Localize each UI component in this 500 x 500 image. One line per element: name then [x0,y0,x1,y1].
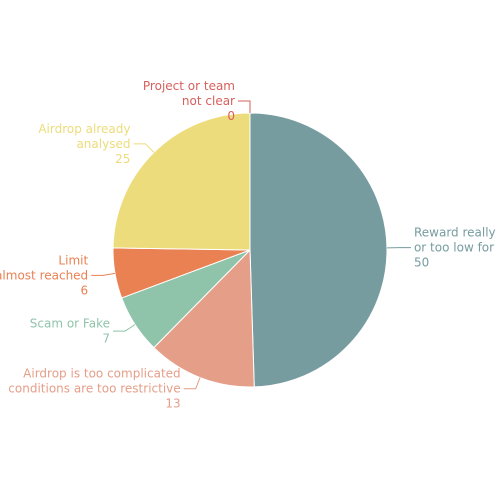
slice-label: Reward really or too low for [414,226,496,255]
value-label: 7 [102,332,110,346]
value-label: 6 [81,283,89,297]
value-label: 0 [227,109,235,123]
pie-slice [153,248,255,388]
value-label: 25 [115,152,130,166]
label-line: or too low for [414,241,494,255]
slice-label: Airdrop already analysed [38,122,130,151]
leader-line [112,324,136,332]
leader-line [133,143,155,153]
label-line: Project or team [143,79,235,93]
label-line: conditions are too restrictive [8,382,180,396]
label-line: Reward really [414,226,496,240]
value-label: 50 [414,256,429,270]
label-line: Airdrop already [38,122,130,136]
label-line: Airdrop is too complicated [23,367,181,381]
leader-line [91,272,116,276]
leader-line [183,377,201,390]
slice-label: Scam or Fake [30,317,110,331]
slice-label: Airdrop is too complicated conditions are… [8,367,180,396]
value-label: 13 [165,397,180,411]
label-line: Limit [58,253,88,267]
label-line: analysed [76,137,130,151]
label-line: not clear [182,94,235,108]
leader-line [238,100,251,113]
label-line: Scam or Fake [30,317,110,331]
slice-label: Project or team not clear [143,79,235,108]
pie-slice [112,112,251,251]
label-line: almost reached [0,268,88,282]
pie-slice [249,112,388,388]
slice-label: Limit almost reached [0,253,88,282]
